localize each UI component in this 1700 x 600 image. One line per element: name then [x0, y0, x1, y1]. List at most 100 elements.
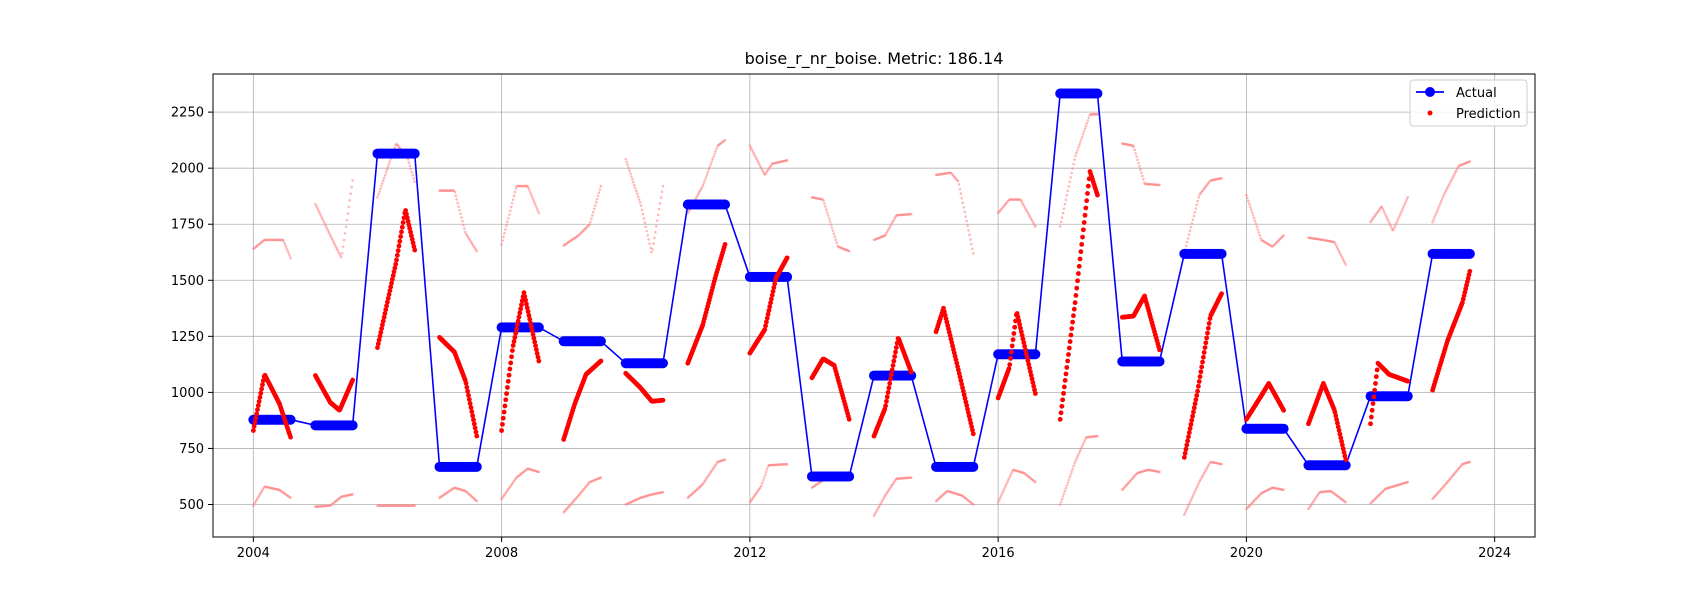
- faint-point: [593, 204, 597, 207]
- prediction-point: [531, 335, 537, 341]
- prediction-point: [1195, 383, 1201, 389]
- faint-point: [316, 208, 320, 212]
- prediction-point: [530, 331, 536, 337]
- prediction-point: [1008, 349, 1014, 355]
- prediction-point: [660, 397, 666, 403]
- prediction-point: [384, 303, 389, 309]
- faint-point: [1003, 486, 1007, 489]
- y-tick-label: 1250: [171, 330, 204, 345]
- faint-point: [829, 223, 833, 226]
- faint-point: [1403, 202, 1407, 206]
- faint-point: [351, 179, 354, 182]
- prediction-point: [1015, 314, 1021, 320]
- x-tick-label: 2020: [1230, 546, 1263, 561]
- prediction-point: [1020, 336, 1026, 342]
- faint-point: [835, 241, 839, 245]
- faint-point: [1082, 440, 1086, 444]
- faint-point: [1062, 492, 1066, 495]
- faint-point: [284, 245, 288, 248]
- faint-point: [1080, 135, 1084, 139]
- prediction-point: [1009, 343, 1015, 349]
- faint-point: [1005, 482, 1009, 485]
- faint-point: [393, 146, 396, 149]
- faint-point: [511, 198, 515, 201]
- faint-point: [1077, 143, 1081, 147]
- faint-point: [530, 195, 534, 199]
- prediction-point: [887, 381, 893, 386]
- faint-point: [321, 218, 325, 222]
- y-tick-label: 2000: [171, 162, 204, 177]
- faint-point: [1188, 229, 1192, 233]
- prediction-point: [533, 347, 539, 352]
- prediction-point: [468, 405, 474, 411]
- faint-point: [286, 249, 290, 253]
- faint-point: [594, 201, 598, 204]
- faint-point: [969, 238, 972, 241]
- prediction-point: [465, 388, 471, 394]
- prediction-point: [404, 215, 410, 221]
- faint-point: [1336, 247, 1340, 251]
- prediction-point: [1062, 378, 1068, 383]
- prediction-point: [892, 354, 898, 359]
- faint-point: [1061, 211, 1065, 215]
- faint-point: [1259, 236, 1263, 240]
- faint-point: [633, 183, 636, 187]
- prediction-point: [1032, 391, 1038, 396]
- faint-point: [1141, 178, 1145, 181]
- x-tick-label: 2024: [1478, 546, 1511, 561]
- prediction-point: [517, 310, 523, 316]
- faint-point: [965, 219, 968, 223]
- faint-point: [1087, 116, 1091, 119]
- faint-point: [409, 167, 413, 171]
- faint-point: [964, 215, 967, 218]
- prediction-point: [1071, 313, 1076, 319]
- faint-point: [714, 150, 717, 153]
- actual-point: [347, 420, 358, 431]
- faint-point: [1387, 220, 1390, 223]
- faint-point: [599, 184, 603, 188]
- actual-point: [409, 148, 420, 159]
- faint-point: [1406, 196, 1410, 199]
- prediction-point: [1072, 300, 1078, 306]
- chart-title: boise_r_nr_boise. Metric: 186.14: [745, 49, 1004, 69]
- prediction-point: [884, 398, 889, 404]
- faint-point: [656, 213, 660, 217]
- prediction-point: [1335, 424, 1341, 430]
- faint-point: [702, 181, 706, 184]
- faint-point: [909, 212, 913, 216]
- faint-point: [1078, 140, 1082, 144]
- prediction-point: [1061, 390, 1066, 396]
- prediction-point: [504, 385, 510, 390]
- prediction-point: [253, 415, 259, 421]
- faint-point: [1389, 224, 1392, 228]
- faint-point: [657, 207, 661, 211]
- faint-point: [596, 194, 600, 198]
- y-axis: 500 750 1000 1250 1500 1750 2000 2250: [171, 106, 213, 513]
- faint-point: [1084, 124, 1088, 128]
- faint-point: [1070, 171, 1073, 175]
- faint-point: [287, 251, 290, 255]
- faint-point: [376, 196, 379, 199]
- prediction-point: [1017, 321, 1023, 327]
- faint-point: [1341, 257, 1345, 261]
- faint-point: [1184, 509, 1188, 512]
- faint-point: [763, 473, 767, 477]
- faint-point: [639, 204, 643, 208]
- prediction-point: [528, 320, 533, 326]
- prediction-point: [890, 363, 896, 368]
- prediction-point: [1084, 198, 1090, 204]
- faint-point: [335, 246, 338, 249]
- prediction-point: [412, 247, 418, 253]
- faint-point: [645, 229, 649, 233]
- faint-point: [1193, 490, 1197, 493]
- prediction-point: [1064, 365, 1070, 370]
- prediction-point: [891, 358, 897, 364]
- faint-point: [833, 235, 837, 238]
- faint-point: [823, 202, 826, 205]
- faint-point: [1059, 500, 1063, 504]
- prediction-point: [258, 390, 264, 396]
- prediction-point: [385, 295, 391, 301]
- prediction-point: [381, 314, 387, 320]
- faint-point: [1065, 193, 1069, 197]
- faint-point: [762, 476, 766, 479]
